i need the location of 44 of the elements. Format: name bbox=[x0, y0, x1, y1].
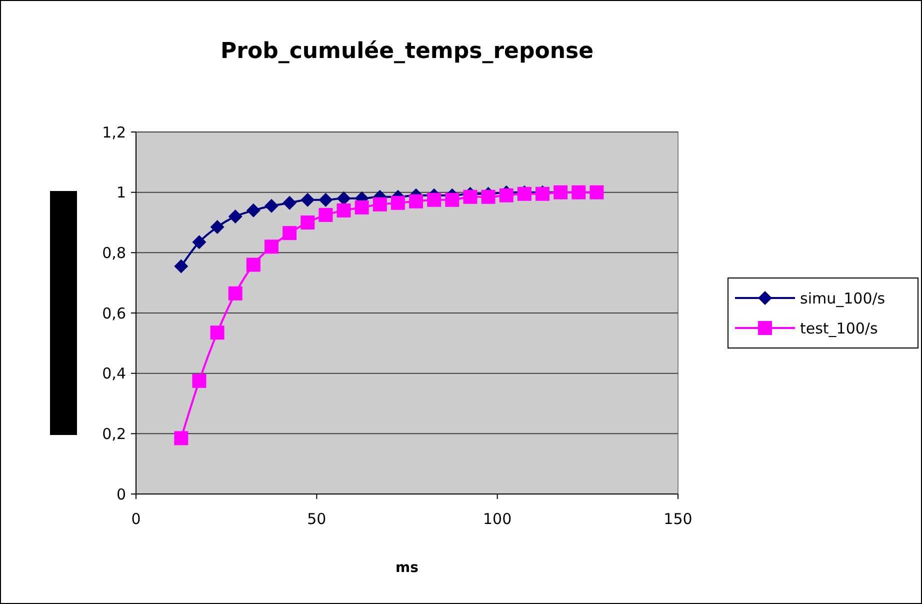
point bbox=[246, 258, 260, 272]
y-tick-label: 0,8 bbox=[102, 244, 126, 262]
x-tick-label: 150 bbox=[664, 510, 692, 528]
point bbox=[499, 188, 514, 202]
y-tick-label: 0,6 bbox=[102, 304, 126, 322]
point bbox=[228, 209, 242, 224]
x-tick-label: 50 bbox=[307, 510, 326, 528]
point bbox=[427, 192, 442, 207]
point bbox=[445, 192, 460, 207]
point bbox=[264, 240, 278, 254]
x-tick-label: 0 bbox=[131, 510, 141, 528]
point bbox=[463, 190, 478, 204]
y-tick-label: 1 bbox=[116, 184, 126, 202]
point bbox=[282, 226, 297, 240]
point bbox=[192, 374, 206, 388]
point bbox=[210, 220, 224, 234]
point bbox=[318, 192, 333, 207]
point bbox=[409, 194, 424, 208]
point bbox=[264, 198, 278, 213]
y-tick-label: 0,2 bbox=[102, 424, 126, 443]
chart-title: Prob_cumulée_temps_reponse bbox=[220, 39, 594, 64]
legend-label: simu_100/s bbox=[800, 289, 886, 308]
point bbox=[174, 259, 188, 274]
point bbox=[282, 196, 297, 210]
point bbox=[318, 208, 333, 222]
y-tick-label: 0 bbox=[116, 485, 126, 504]
point bbox=[228, 286, 242, 300]
point bbox=[481, 190, 496, 204]
point bbox=[174, 431, 188, 446]
y-tick-label: 0,4 bbox=[102, 364, 126, 383]
point bbox=[354, 200, 369, 214]
point bbox=[210, 326, 224, 340]
x-tick-label: 100 bbox=[483, 510, 512, 528]
point bbox=[300, 192, 315, 207]
y-tick-label: 1,2 bbox=[102, 123, 126, 142]
point bbox=[372, 197, 387, 212]
x-axis-title: ms bbox=[396, 560, 418, 576]
point bbox=[390, 196, 405, 210]
point bbox=[336, 191, 351, 206]
legend-label: test_100/s bbox=[800, 319, 878, 338]
point bbox=[246, 203, 260, 218]
point bbox=[192, 235, 206, 250]
point bbox=[300, 216, 315, 230]
point bbox=[336, 203, 351, 218]
